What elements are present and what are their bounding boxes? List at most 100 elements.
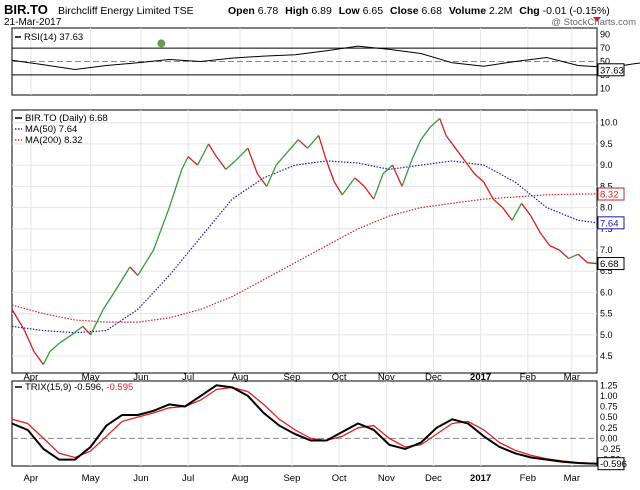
month-label-top-8: Dec: [425, 372, 442, 383]
price-segment: [530, 215, 541, 234]
rsi-last-value-box: [597, 63, 625, 77]
price-segment: [168, 169, 183, 208]
price-segment: [49, 342, 60, 353]
price-tick-6: 6.0: [600, 287, 613, 297]
month-label-top-3: Jul: [182, 372, 194, 383]
rsi-last-value: 37.63: [600, 65, 624, 76]
price-segment: [82, 325, 92, 336]
trix-tick-3: 0.25: [600, 423, 618, 433]
price-tick-6.5: 6.5: [600, 266, 613, 276]
ohlc-readout: Open 6.78 High 6.89 Low 6.65 Close 6.68 …: [228, 5, 610, 17]
month-label-bottom-8: Dec: [425, 473, 442, 484]
x-axis: Apr May Jun Jul Aug Sep Oct Nov Dec 2017 Feb Mar Apr…: [23, 372, 580, 484]
price-segment: [266, 164, 277, 187]
price-segment: [391, 164, 403, 187]
trix-line: [11, 384, 598, 465]
price-segment: [33, 351, 44, 365]
price-segment: [492, 198, 504, 209]
price-title: BIR.TO (Daily) 6.68: [25, 113, 108, 124]
price-segment: [558, 249, 570, 259]
price-segment: [113, 266, 131, 293]
price-tick-8.5: 8.5: [600, 181, 613, 191]
price-tick-9: 9.0: [600, 160, 613, 170]
company-label: Birchcliff Energy Limited TSE: [58, 5, 194, 17]
price-segment: [196, 143, 210, 166]
trix-tick-4: 0.50: [600, 412, 618, 422]
price-segment: [401, 160, 413, 187]
month-label-top-4: Aug: [232, 372, 249, 383]
month-label-bottom-6: Oct: [332, 473, 347, 484]
price-tick-10: 10.0: [600, 118, 618, 128]
price-segment: [23, 330, 35, 353]
price-segment: [234, 147, 249, 162]
rsi-tick-90: 90: [600, 30, 610, 40]
month-label-bottom-7: Nov: [378, 473, 395, 484]
trix-tick-6: 1.00: [600, 391, 618, 401]
price-segment: [90, 309, 104, 336]
trix-tick-1: -0.25: [600, 444, 621, 454]
rsi-tick-50: 50: [600, 57, 610, 67]
price-segment: [520, 202, 532, 217]
price-segment: [539, 232, 551, 247]
price-segment: [307, 135, 320, 149]
month-label-bottom-1: May: [82, 473, 100, 484]
price-segment: [187, 156, 198, 166]
month-label-top-9: 2017: [470, 372, 491, 383]
symbol-label: BIR.TO: [4, 2, 48, 17]
price-segment: [464, 160, 475, 175]
price-segment: [11, 309, 26, 331]
price-tick-5: 5.0: [600, 330, 613, 340]
price-frame: [11, 109, 598, 374]
price-segment: [58, 334, 73, 344]
price-segment: [333, 181, 343, 196]
price-segment: [439, 118, 447, 136]
price-segment: [420, 126, 431, 141]
month-label-bottom-11: Mar: [564, 473, 580, 484]
trix-last-value: -0.596: [600, 459, 627, 470]
price-segment: [256, 173, 268, 187]
month-label-bottom-4: Aug: [232, 473, 249, 484]
price-label-2: 6.68: [600, 259, 619, 270]
price-segment: [382, 164, 393, 175]
price-label-1-box: [597, 216, 625, 230]
price-segment: [42, 351, 51, 365]
rsi-tick-70: 70: [600, 43, 610, 53]
price-segment: [152, 207, 170, 251]
trix-title: TRIX(15,9) -0.596, -0.595: [25, 382, 133, 393]
price-panel: 4.55.05.56.06.57.07.58.08.59.09.510.08.3…: [11, 109, 625, 374]
month-label-top-10: Feb: [520, 372, 536, 383]
month-label-top-1: May: [82, 372, 100, 383]
price-label-0-box: [597, 187, 625, 201]
price-segment: [275, 151, 288, 166]
month-label-top-6: Oct: [332, 372, 347, 383]
change-down-arrow-icon: [593, 17, 601, 22]
rsi-title: RSI(14) 37.63: [24, 32, 83, 43]
price-segment: [215, 156, 227, 170]
month-label-bottom-2: Jun: [133, 473, 148, 484]
ma50-line: [11, 160, 598, 334]
rsi-tick-10: 10: [600, 83, 610, 93]
price-segment: [297, 139, 309, 149]
price-segment: [318, 135, 328, 162]
price-segment: [129, 266, 139, 276]
date-label: 21-Mar-2017: [4, 17, 62, 28]
trix-signal-line: [11, 386, 598, 465]
price-segment: [208, 143, 217, 158]
trix-last-value-box: [597, 457, 625, 471]
price-segment: [225, 160, 236, 170]
price-segment: [102, 292, 115, 310]
price-segment: [483, 181, 494, 200]
price-label-0: 8.32: [600, 189, 619, 200]
price-tick-9.5: 9.5: [600, 139, 613, 149]
price-segment: [71, 325, 84, 336]
price-label-1: 7.64: [600, 218, 619, 229]
price-segment: [502, 207, 513, 221]
month-label-top-0: Apr: [23, 372, 38, 383]
trix-panel: -0.50-0.250.000.250.500.751.001.25-0.596…: [11, 380, 627, 471]
price-segment: [137, 249, 155, 276]
price-segment: [373, 173, 384, 200]
trix-tick-7: 1.25: [600, 380, 618, 390]
trix-tick-5: 0.75: [600, 402, 618, 412]
